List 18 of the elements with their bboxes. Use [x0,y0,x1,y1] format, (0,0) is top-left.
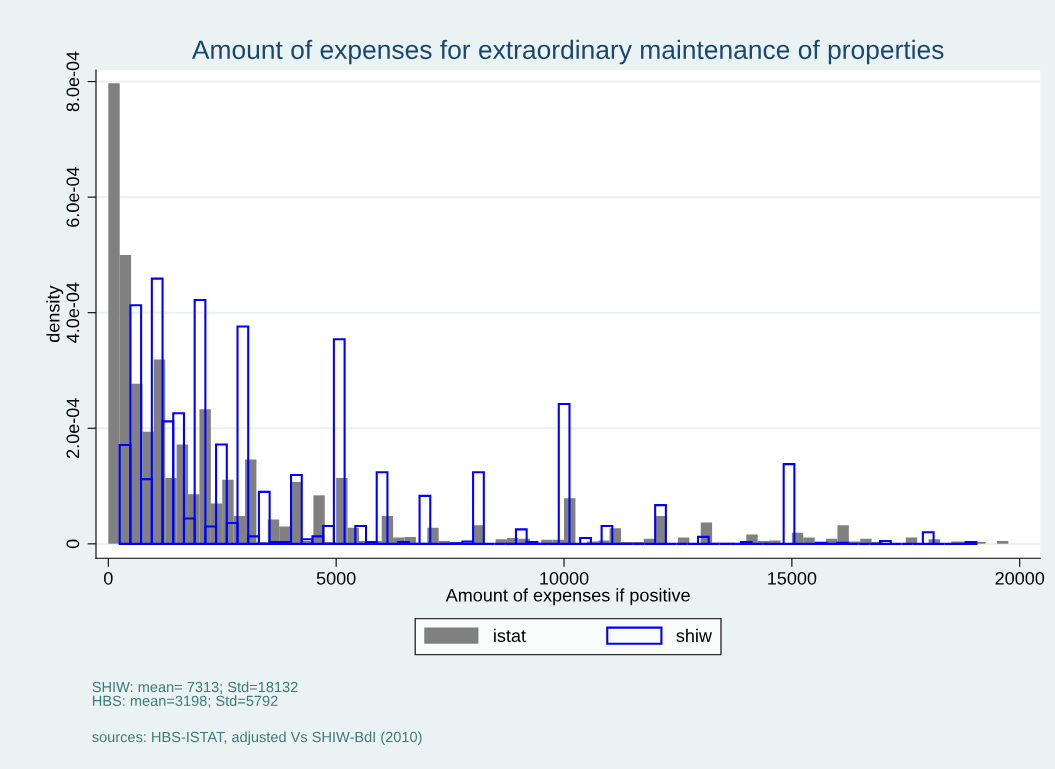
y-tick-label: 0 [66,539,80,549]
x-axis-title: Amount of expenses if positive [445,588,690,606]
chart-title: Amount of expenses for extraordinary maintenance of properties [191,39,944,65]
y-axis-title: density [46,285,64,342]
x-tick-label: 15000 [768,571,817,585]
y-tick-label: 2.0e-04 [66,398,80,458]
y-tick-label: 6.0e-04 [66,167,80,227]
legend-label: shiw [676,628,713,643]
legend-label: istat [494,628,526,643]
y-tick-label: 8.0e-04 [66,51,80,112]
text: SHIW: mean= 7313; Std=18132 [92,681,298,694]
y-tick-label: 4.0e-04 [66,282,80,343]
text: HBS: mean=3198; Std=5792 [92,695,278,708]
x-tick-label: 10000 [540,571,589,585]
source-note: sources: HBS-ISTAT, adjusted Vs SHIW-BdI (2010) [92,731,422,746]
x-tick-label: 20000 [995,571,1045,585]
x-tick-label: 0 [103,571,113,585]
x-tick-label: 5000 [316,571,356,585]
